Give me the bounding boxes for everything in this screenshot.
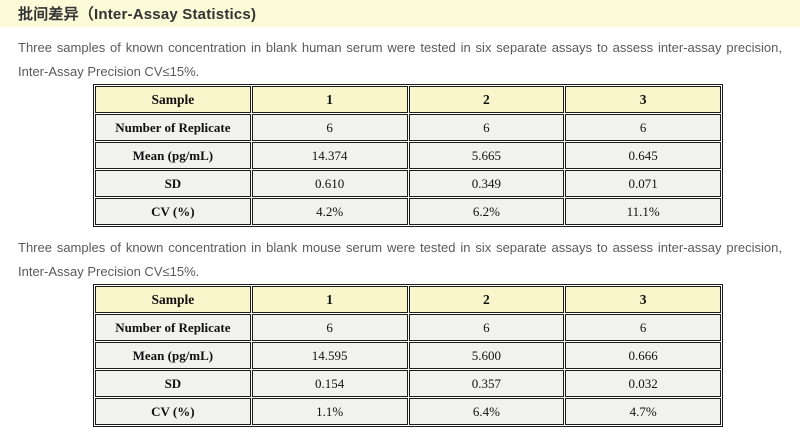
row-label-cell: SD [95, 370, 251, 397]
value-cell: 5.665 [408, 142, 565, 169]
mouse-serum-inter-assay-table: Sample 1 2 3 Number of Replicate 6 6 6 M… [93, 284, 723, 427]
column-header-2: 2 [408, 86, 565, 113]
value-cell: 1.1% [251, 398, 408, 425]
table-header-row: Sample 1 2 3 [95, 286, 721, 313]
human-serum-inter-assay-table: Sample 1 2 3 Number of Replicate 6 6 6 M… [93, 84, 723, 227]
mouse-serum-description: Three samples of known concentration in … [18, 240, 782, 279]
column-header-1: 1 [251, 86, 408, 113]
row-label-cell: SD [95, 170, 251, 197]
value-cell: 4.7% [565, 398, 721, 425]
value-cell: 0.349 [408, 170, 565, 197]
column-header-3: 3 [565, 86, 721, 113]
value-cell: 6.4% [408, 398, 565, 425]
value-cell: 5.600 [408, 342, 565, 369]
value-cell: 6 [251, 114, 408, 141]
human-serum-description: Three samples of known concentration in … [18, 40, 782, 79]
value-cell: 6 [408, 114, 565, 141]
value-cell: 0.666 [565, 342, 721, 369]
table-row-replicates: Number of Replicate 6 6 6 [95, 114, 721, 141]
value-cell: 6 [408, 314, 565, 341]
value-cell: 6 [251, 314, 408, 341]
row-label-cell: CV (%) [95, 198, 251, 225]
value-cell: 6 [565, 314, 721, 341]
table-row-mean: Mean (pg/mL) 14.595 5.600 0.666 [95, 342, 721, 369]
value-cell: 6.2% [408, 198, 565, 225]
section-title-bar: 批间差异（Inter-Assay Statistics) [0, 0, 800, 27]
column-header-1: 1 [251, 286, 408, 313]
value-cell: 0.645 [565, 142, 721, 169]
value-cell: 14.374 [251, 142, 408, 169]
table-row-sd: SD 0.610 0.349 0.071 [95, 170, 721, 197]
value-cell: 6 [565, 114, 721, 141]
column-header-sample: Sample [95, 86, 251, 113]
value-cell: 0.610 [251, 170, 408, 197]
value-cell: 0.071 [565, 170, 721, 197]
table-row-cv: CV (%) 1.1% 6.4% 4.7% [95, 398, 721, 425]
row-label-cell: Mean (pg/mL) [95, 342, 251, 369]
value-cell: 0.032 [565, 370, 721, 397]
row-label-cell: Number of Replicate [95, 114, 251, 141]
value-cell: 14.595 [251, 342, 408, 369]
table-row-sd: SD 0.154 0.357 0.032 [95, 370, 721, 397]
row-label-cell: Number of Replicate [95, 314, 251, 341]
column-header-sample: Sample [95, 286, 251, 313]
content-area: Three samples of known concentration in … [0, 36, 800, 427]
value-cell: 0.357 [408, 370, 565, 397]
value-cell: 11.1% [565, 198, 721, 225]
table-row-cv: CV (%) 4.2% 6.2% 11.1% [95, 198, 721, 225]
value-cell: 0.154 [251, 370, 408, 397]
table-row-mean: Mean (pg/mL) 14.374 5.665 0.645 [95, 142, 721, 169]
table-row-replicates: Number of Replicate 6 6 6 [95, 314, 721, 341]
table-header-row: Sample 1 2 3 [95, 86, 721, 113]
value-cell: 4.2% [251, 198, 408, 225]
row-label-cell: Mean (pg/mL) [95, 142, 251, 169]
column-header-3: 3 [565, 286, 721, 313]
page-title: 批间差异（Inter-Assay Statistics) [18, 6, 257, 23]
row-label-cell: CV (%) [95, 398, 251, 425]
column-header-2: 2 [408, 286, 565, 313]
